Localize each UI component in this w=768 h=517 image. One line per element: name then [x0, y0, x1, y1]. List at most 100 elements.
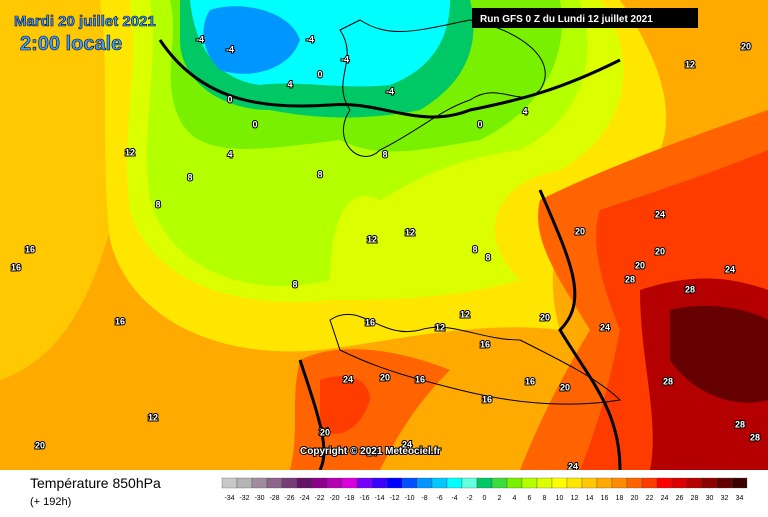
scale-swatch — [266, 477, 283, 489]
contour-label: 16 — [25, 244, 35, 254]
scale-swatch — [401, 477, 418, 489]
contour-label: 24 — [725, 264, 735, 274]
scale-label: -26 — [284, 495, 294, 502]
scale-label: 18 — [616, 495, 624, 502]
contour-label: 4 — [522, 106, 527, 116]
run-text: Run GFS 0 Z du Lundi 12 juillet 2021 — [480, 14, 653, 25]
scale-swatch — [611, 477, 628, 489]
contour-label: 28 — [735, 419, 745, 429]
contour-label: 12 — [148, 412, 158, 422]
scale-swatch — [296, 477, 313, 489]
contour-label: 8 — [187, 172, 192, 182]
scale-swatch — [221, 477, 238, 489]
scale-swatch — [701, 477, 718, 489]
scale-label: 16 — [601, 495, 609, 502]
scale-label: -18 — [344, 495, 354, 502]
contour-label: 24 — [600, 322, 610, 332]
contour-label: 20 — [655, 246, 665, 256]
scale-swatch — [356, 477, 373, 489]
scale-swatch — [596, 477, 613, 489]
scale-label: 26 — [676, 495, 684, 502]
contour-label: 24 — [367, 447, 377, 457]
scale-label: 6 — [528, 495, 532, 502]
contour-label: 12 — [367, 234, 377, 244]
scale-label: 4 — [513, 495, 517, 502]
contour-label: 12 — [685, 59, 695, 69]
scale-swatch — [521, 477, 538, 489]
contour-label: 20 — [35, 440, 45, 450]
scale-swatch — [326, 477, 343, 489]
scale-label: -16 — [359, 495, 369, 502]
scale-label: -4 — [451, 495, 457, 502]
time-text: 2:00 locale — [20, 33, 122, 55]
scale-swatch — [506, 477, 523, 489]
contour-label: 20 — [560, 382, 570, 392]
contour-label: 16 — [482, 394, 492, 404]
scale-label: 34 — [736, 495, 744, 502]
contour-label: 16 — [525, 376, 535, 386]
contour-label: 24 — [402, 439, 412, 449]
scale-label: 32 — [721, 495, 729, 502]
scale-swatch — [341, 477, 358, 489]
scale-swatch — [686, 477, 703, 489]
scale-label: -34 — [224, 495, 234, 502]
scale-label: -22 — [314, 495, 324, 502]
contour-label: 16 — [415, 374, 425, 384]
scale-swatch — [311, 477, 328, 489]
contour-label: 16 — [115, 316, 125, 326]
scale-label: -14 — [374, 495, 384, 502]
scale-swatch — [551, 477, 568, 489]
contour-label: 28 — [625, 274, 635, 284]
scale-swatch — [431, 477, 448, 489]
scale-label: 0 — [483, 495, 487, 502]
scale-swatch — [656, 477, 673, 489]
contour-label: 4 — [227, 149, 232, 159]
date-text: Mardi 20 juillet 2021 — [14, 13, 156, 30]
contour-label: 4 — [287, 79, 292, 89]
contour-label: 8 — [485, 252, 490, 262]
scale-label: 10 — [556, 495, 564, 502]
contour-label: 20 — [540, 312, 550, 322]
contour-label: 24 — [568, 461, 578, 471]
footer-lead: (+ 192h) — [30, 496, 71, 508]
map — [0, 0, 768, 471]
contour-label: -4 — [386, 86, 394, 96]
scale-label: -24 — [299, 495, 309, 502]
contour-label: 8 — [317, 169, 322, 179]
scale-swatch — [641, 477, 658, 489]
contour-label: 8 — [382, 149, 387, 159]
footer-title: Température 850hPa — [30, 475, 161, 491]
zone-m8 — [203, 6, 300, 74]
contour-label: 20 — [741, 41, 751, 51]
scale-label: 14 — [586, 495, 594, 502]
contour-label: 0 — [252, 119, 257, 129]
scale-label: -30 — [254, 495, 264, 502]
contour-label: 0 — [227, 94, 232, 104]
scale-label: -10 — [404, 495, 414, 502]
scale-swatch — [581, 477, 598, 489]
scale-label: 8 — [543, 495, 547, 502]
contour-label: 12 — [435, 322, 445, 332]
scale-label: 2 — [498, 495, 502, 502]
contour-label: 28 — [750, 432, 760, 442]
footer — [0, 470, 768, 512]
scale-label: 28 — [691, 495, 699, 502]
contour-label: 16 — [365, 317, 375, 327]
contour-label: 0 — [477, 119, 482, 129]
scale-label: 22 — [646, 495, 654, 502]
contour-label: 28 — [685, 284, 695, 294]
scale-swatch — [491, 477, 508, 489]
scale-swatch — [446, 477, 463, 489]
zone-32 — [670, 305, 768, 403]
scale-swatch — [416, 477, 433, 489]
contour-label: 8 — [292, 279, 297, 289]
contour-label: 20 — [635, 260, 645, 270]
contour-label: 8 — [472, 244, 477, 254]
scale-label: -28 — [269, 495, 279, 502]
scale-label: 24 — [661, 495, 669, 502]
scale-swatch — [461, 477, 478, 489]
contour-label: 12 — [460, 309, 470, 319]
contour-label: -4 — [341, 54, 349, 64]
